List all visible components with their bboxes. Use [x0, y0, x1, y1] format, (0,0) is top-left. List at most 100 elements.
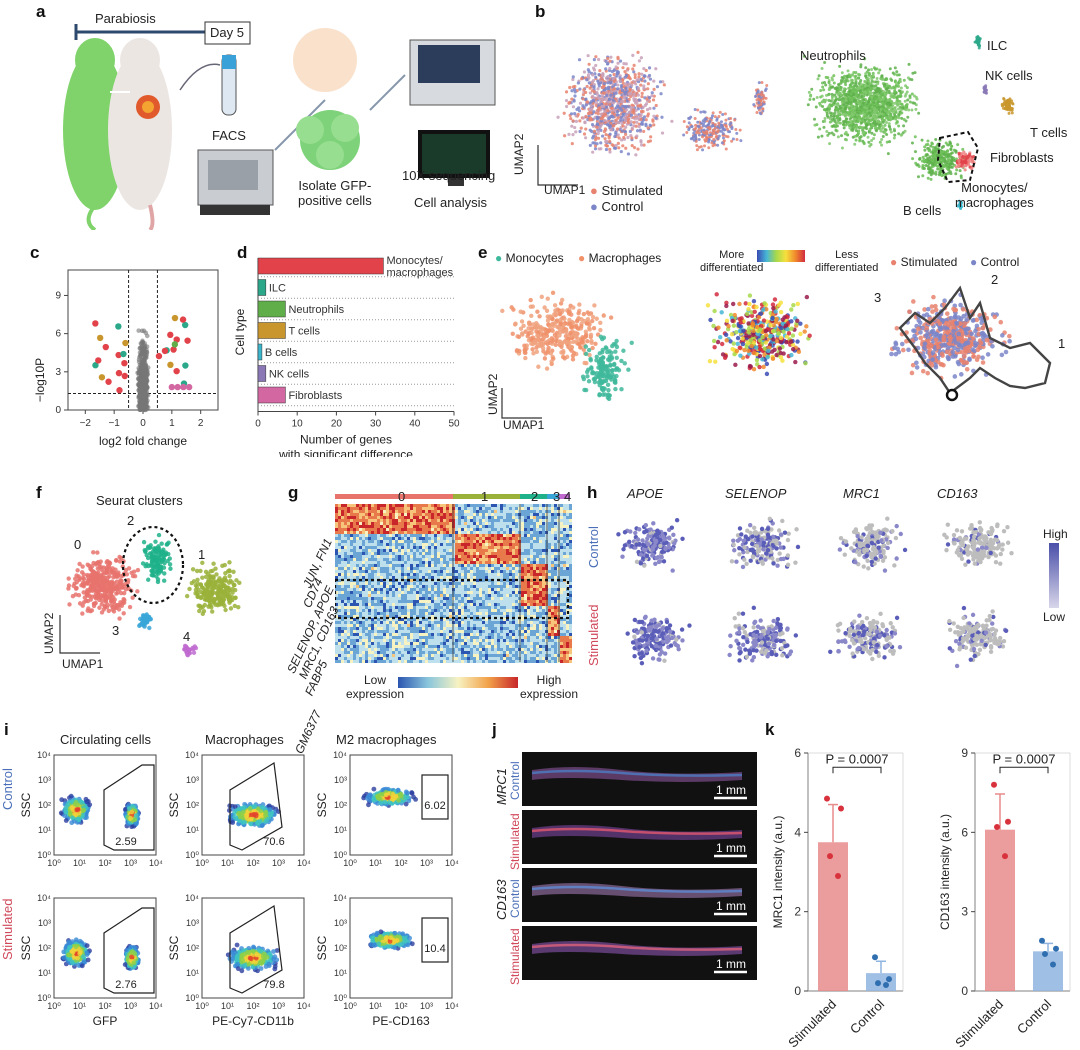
e-point-mono: [599, 380, 604, 385]
umap-point: [913, 71, 917, 75]
umap-point: [623, 69, 627, 74]
e-point-mac: [588, 332, 594, 338]
d-xlabel-line: Number of genes: [300, 433, 392, 447]
umap-point: [827, 98, 831, 102]
umap-point: [853, 99, 857, 103]
umap-point: [633, 146, 637, 150]
umap-point: [621, 100, 625, 104]
isolate-label: Isolate GFP- positive cells: [298, 178, 372, 208]
e-point-cond: [980, 355, 985, 360]
e-point-mac: [513, 321, 518, 326]
umap-point: [625, 108, 629, 112]
umap-point: [759, 102, 763, 106]
e-point-diff: [750, 321, 756, 326]
e-point-mac: [536, 337, 541, 342]
e-point-diff: [740, 341, 746, 347]
umap-point: [840, 76, 844, 80]
umap-point: [589, 104, 593, 108]
umap-point: [622, 135, 626, 140]
volcano-point: [136, 328, 141, 333]
umap-point: [882, 83, 886, 87]
e-point-diff: [719, 341, 725, 347]
umap-point: [658, 80, 663, 84]
umap-point: [648, 123, 652, 127]
umap-point: [624, 104, 629, 109]
e-point-mac: [581, 311, 587, 317]
umap-point: [890, 92, 894, 96]
e-point-mono: [606, 393, 612, 398]
umap-point: [900, 116, 904, 120]
umap-point: [693, 108, 697, 112]
e-point-diff: [761, 364, 766, 370]
umap-point: [757, 81, 761, 85]
umap-point: [616, 57, 620, 61]
umap-point: [738, 128, 742, 132]
umap-point: [627, 117, 631, 121]
umap-point: [601, 91, 605, 95]
umap-point: [871, 115, 875, 119]
e-point-mac: [577, 302, 582, 307]
panel-label-e: e: [478, 243, 488, 262]
umap-point: [854, 129, 858, 133]
umap-point: [616, 87, 620, 91]
legend-stimulated-b: ● Stimulated: [590, 183, 663, 198]
e-point-cond: [948, 315, 954, 321]
umap-point: [836, 135, 840, 139]
umap-point: [842, 87, 846, 91]
umap-point: [931, 171, 935, 175]
e-point-cond: [970, 318, 976, 323]
umap-point: [754, 95, 758, 99]
umap-point: [584, 127, 588, 131]
e-point-mac: [545, 296, 550, 301]
umap-point: [920, 138, 924, 142]
umap-point: [640, 72, 644, 76]
e-point-diff: [802, 329, 807, 334]
e-point-diff: [786, 331, 792, 336]
umap-point: [661, 80, 665, 84]
x-tick-label: 2: [198, 418, 204, 429]
umap-point: [844, 83, 848, 87]
umap-point: [562, 111, 566, 115]
umap-point: [866, 77, 870, 81]
e-point-diff: [798, 321, 803, 326]
umap-point: [837, 110, 841, 114]
panel-e-umap: [500, 285, 1052, 419]
day5-label: Day 5: [210, 25, 244, 40]
umap-point: [832, 101, 836, 105]
volcano-sig-point: [171, 314, 179, 322]
e-point-diff: [803, 361, 808, 366]
umap-point: [588, 91, 592, 95]
umap-point: [931, 148, 935, 152]
d-bar: [257, 386, 286, 404]
e-point-mac: [540, 346, 546, 351]
umap-point: [863, 84, 867, 88]
volcano-sig-point: [168, 383, 176, 391]
umap-point: [954, 172, 958, 176]
umap-point: [610, 111, 615, 115]
umap-point: [594, 103, 598, 108]
umap-point: [640, 91, 644, 95]
umap-point: [634, 124, 638, 128]
umap-point: [628, 87, 632, 92]
umap2-label-b: UMAP2: [512, 133, 526, 175]
umap-point: [849, 123, 853, 127]
umap-point: [626, 135, 630, 140]
umap-point: [881, 97, 885, 101]
umap-point: [926, 156, 930, 160]
umap-point: [880, 124, 884, 128]
umap-point: [634, 82, 638, 86]
umap-point: [852, 85, 856, 89]
e-point-diff: [720, 352, 726, 357]
e-point-diff: [711, 323, 716, 329]
e-point-cond: [974, 317, 980, 323]
umap-point: [660, 115, 664, 119]
umap-point: [615, 109, 620, 114]
umap-point: [712, 137, 716, 141]
umap-point: [588, 86, 592, 90]
umap-point: [820, 94, 824, 98]
umap-point: [896, 107, 900, 111]
e-point-mac: [542, 305, 547, 310]
umap-point: [830, 97, 834, 101]
umap-point: [633, 117, 637, 121]
